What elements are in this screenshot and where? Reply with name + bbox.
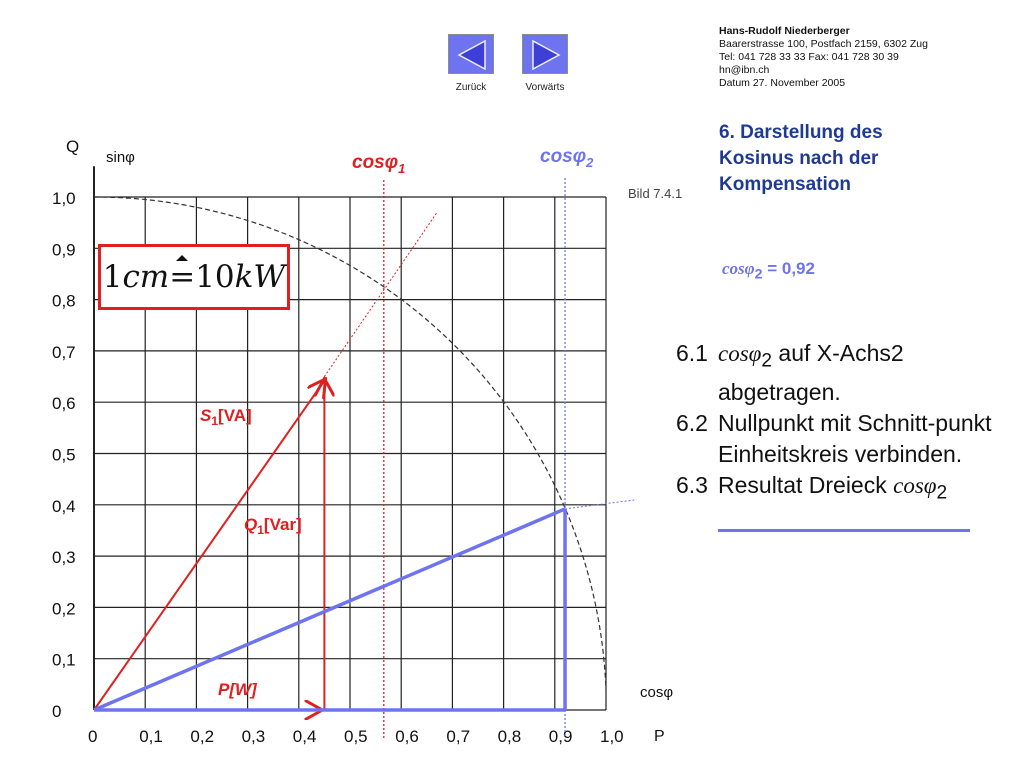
y-tick-label: 0,5	[52, 446, 76, 465]
y-tick-label: 1,0	[52, 189, 76, 208]
diagram-marks	[93, 178, 637, 738]
x-tick-label: 0,7	[446, 727, 470, 746]
x-tick-label: 0,3	[242, 727, 266, 746]
y-axis-label-sin: sinφ	[106, 149, 135, 166]
cos1-label-sub: 1	[398, 161, 405, 176]
triangle-right-icon	[532, 39, 561, 71]
forward-label: Vorwärts	[525, 82, 565, 93]
scale-corr: =	[169, 259, 196, 295]
y-tick-label: 0,7	[52, 343, 76, 362]
y-axis-label-q: Q	[66, 137, 79, 156]
cos2-value-sub: 2	[754, 266, 763, 283]
y-tick-label: 0,4	[52, 497, 76, 516]
step-number: 6.2	[676, 409, 708, 436]
cos1-label-text: cosφ	[352, 152, 398, 173]
author-email: hn@ibn.ch	[719, 64, 770, 76]
cos2-extension-line	[564, 499, 637, 510]
tick-labels: 0 0,1 0,2 0,3 0,4 0,5 0,6 0,7 0,8 0,9 1,0 0 0,1 0,2 0,…	[52, 189, 624, 746]
step-text-pre: Resultat Dreieck	[718, 471, 894, 498]
q1-label-sub: 1	[257, 523, 264, 537]
s1-extension-line	[323, 212, 438, 377]
cos2-label-text: cosφ	[540, 146, 586, 167]
y-tick-label: 0,3	[52, 548, 76, 567]
author-date: Datum 27. November 2005	[719, 77, 846, 89]
figure-label: Bild 7.4.1	[628, 186, 683, 201]
step-text: Nullpunkt mit Schnitt-punkt Einheitskrei…	[718, 408, 996, 470]
steps-list: 6.1 cosφ2 auf X-Achs2 abgetragen. 6.2 Nu…	[676, 338, 996, 508]
cos2-value-number: = 0,92	[762, 259, 815, 278]
author-phone: Tel: 041 728 33 33 Fax: 041 728 30 39	[719, 51, 899, 63]
back-label: Zurück	[455, 82, 487, 93]
x-axis-label-p: P	[654, 728, 665, 745]
q1-label-unit: [Var]	[264, 515, 302, 534]
step-text-post: auf X-Achs2 abgetragen.	[718, 340, 904, 405]
x-tick-label: 0,4	[293, 727, 317, 746]
forward-button[interactable]	[522, 34, 568, 74]
step-item: 6.1 cosφ2 auf X-Achs2 abgetragen.	[676, 338, 996, 408]
step-item: 6.2 Nullpunkt mit Schnitt-punkt Einheits…	[676, 408, 996, 470]
triangle-left-icon	[457, 39, 486, 71]
step-text-ital: cosφ	[893, 472, 937, 498]
cos2-label: cosφ2	[540, 146, 594, 170]
step-item: 6.3 Resultat Dreieck cosφ2	[676, 470, 996, 509]
y-tick-label: 0	[52, 702, 61, 721]
step-text-pre: Nullpunkt mit Schnitt-punkt Einheitskrei…	[718, 409, 992, 467]
author-name: Hans-Rudolf Niederberger	[719, 25, 850, 37]
unit-circle-arc	[93, 196, 607, 691]
step-number: 6.3	[676, 471, 708, 498]
scale-right: 10	[195, 259, 235, 295]
step-text: Resultat Dreieck cosφ2	[718, 470, 996, 509]
s1-label-text: S	[200, 406, 212, 425]
scale-left: 1	[102, 259, 123, 295]
scale-box: 1 cm = 10 kW	[98, 244, 290, 310]
cos1-label: cosφ1	[352, 152, 405, 176]
x-tick-label: 0,1	[139, 727, 163, 746]
p-label-text: P[W]	[218, 680, 258, 699]
section-title-line: Kompensation	[719, 174, 851, 195]
x-tick-label: 0,9	[549, 727, 573, 746]
steps-underline	[718, 529, 970, 532]
s1-label-sub: 1	[211, 414, 218, 428]
y-tick-label: 0,2	[52, 599, 76, 618]
cos2-label-sub: 2	[585, 155, 594, 170]
section-title-line: 6. Darstellung des	[719, 122, 883, 143]
s1-label-unit: [VA]	[218, 406, 252, 425]
s1-label: S1[VA]	[200, 406, 252, 428]
section-title: 6. Darstellung des Kosinus nach der Komp…	[719, 120, 959, 198]
q1-label: Q1[Var]	[244, 515, 302, 537]
step-text-sub: 2	[761, 350, 773, 372]
x-axis-label-cos: cosφ	[640, 684, 673, 701]
y-tick-label: 0,6	[52, 394, 76, 413]
x-tick-label: 1,0	[600, 727, 624, 746]
section-title-line: Kosinus nach der	[719, 148, 879, 169]
x-tick-label: 0,2	[190, 727, 214, 746]
x-tick-label: 0	[88, 727, 97, 746]
q1-label-text: Q	[244, 515, 257, 534]
cos2-hypotenuse	[93, 507, 566, 712]
p-label: P[W]	[218, 680, 258, 699]
y-tick-label: 0,9	[52, 240, 76, 259]
cos2-value: cosφ2 = 0,92	[722, 259, 815, 282]
x-tick-label: 0,8	[498, 727, 522, 746]
y-tick-label: 0,1	[52, 651, 76, 670]
x-tick-label: 0,6	[395, 727, 419, 746]
s1-vector	[93, 381, 324, 711]
step-text: cosφ2 auf X-Achs2 abgetragen.	[718, 338, 996, 408]
cos2-value-symbol: cosφ	[722, 259, 755, 278]
scale-unit1: cm	[122, 259, 170, 295]
x-tick-label: 0,5	[344, 727, 368, 746]
author-block: Hans-Rudolf Niederberger Baarerstrasse 1…	[719, 25, 928, 90]
back-button[interactable]	[448, 34, 494, 74]
scale-unit2: kW	[234, 259, 286, 295]
step-text-ital: cosφ	[718, 341, 762, 366]
step-text-sub: 2	[936, 482, 948, 504]
author-address: Baarerstrasse 100, Postfach 2159, 6302 Z…	[719, 38, 928, 50]
y-tick-label: 0,8	[52, 292, 76, 311]
step-number: 6.1	[676, 340, 708, 366]
